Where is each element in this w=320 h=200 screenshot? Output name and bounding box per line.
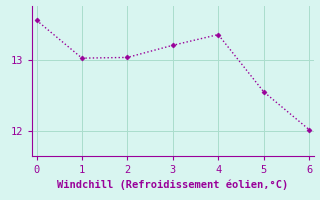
X-axis label: Windchill (Refroidissement éolien,°C): Windchill (Refroidissement éolien,°C) — [57, 179, 288, 190]
